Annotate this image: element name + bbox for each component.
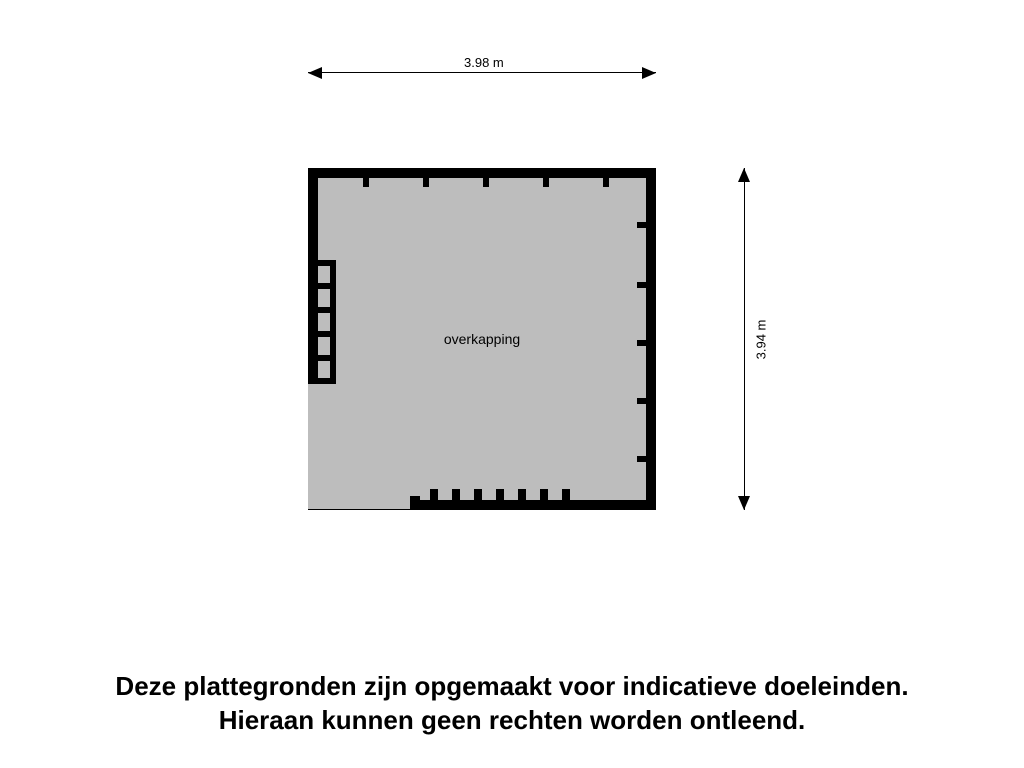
pilaster-bottom-3 xyxy=(496,489,504,500)
dim-vertical-arrow-bottom xyxy=(738,496,750,510)
pilaster-bottom-5 xyxy=(540,489,548,500)
pilaster-bottom-2 xyxy=(474,489,482,500)
pilaster-top-4 xyxy=(603,178,609,187)
dim-horizontal-arrow-left xyxy=(308,67,322,79)
pilaster-right-0 xyxy=(637,222,646,228)
ladder-rung-3 xyxy=(308,331,336,337)
dim-horizontal-arrow-right xyxy=(642,67,656,79)
pilaster-top-1 xyxy=(423,178,429,187)
pilaster-right-3 xyxy=(637,398,646,404)
ladder-rung-1 xyxy=(308,283,336,289)
pilaster-right-2 xyxy=(637,340,646,346)
disclaimer-text: Deze plattegronden zijn opgemaakt voor i… xyxy=(0,670,1024,738)
wall-top xyxy=(308,168,656,178)
ladder-rung-2 xyxy=(308,307,336,313)
pilaster-right-4 xyxy=(637,456,646,462)
dim-vertical-label: 3.94 m xyxy=(753,314,768,366)
disclaimer-line1: Deze plattegronden zijn opgemaakt voor i… xyxy=(0,670,1024,704)
dim-vertical-arrow-top xyxy=(738,168,750,182)
wall-bottom-thin xyxy=(308,509,410,510)
wall-right xyxy=(646,168,656,510)
pilaster-top-2 xyxy=(483,178,489,187)
dim-horizontal-label: 3.98 m xyxy=(458,55,510,70)
floorplan-canvas: 3.98 m 3.94 m overkapping Deze plattegro… xyxy=(0,0,1024,768)
ladder-rail-inner xyxy=(330,260,336,384)
ladder-rung-4 xyxy=(308,355,336,361)
pilaster-bottom-4 xyxy=(518,489,526,500)
room-label: overkapping xyxy=(444,331,520,347)
pilaster-bottom-0 xyxy=(430,489,438,500)
dim-horizontal-line xyxy=(308,72,656,73)
pilaster-bottom-6 xyxy=(562,489,570,500)
pilaster-right-1 xyxy=(637,282,646,288)
ladder-rung-5 xyxy=(308,378,336,384)
wall-bottom-start-stub xyxy=(410,496,420,500)
pilaster-top-3 xyxy=(543,178,549,187)
disclaimer-line2: Hieraan kunnen geen rechten worden ontle… xyxy=(0,704,1024,738)
wall-bottom xyxy=(410,500,656,510)
pilaster-bottom-1 xyxy=(452,489,460,500)
ladder-rail-outer xyxy=(308,260,314,384)
ladder-rung-0 xyxy=(308,260,336,266)
dim-vertical-line xyxy=(744,168,745,510)
pilaster-top-0 xyxy=(363,178,369,187)
